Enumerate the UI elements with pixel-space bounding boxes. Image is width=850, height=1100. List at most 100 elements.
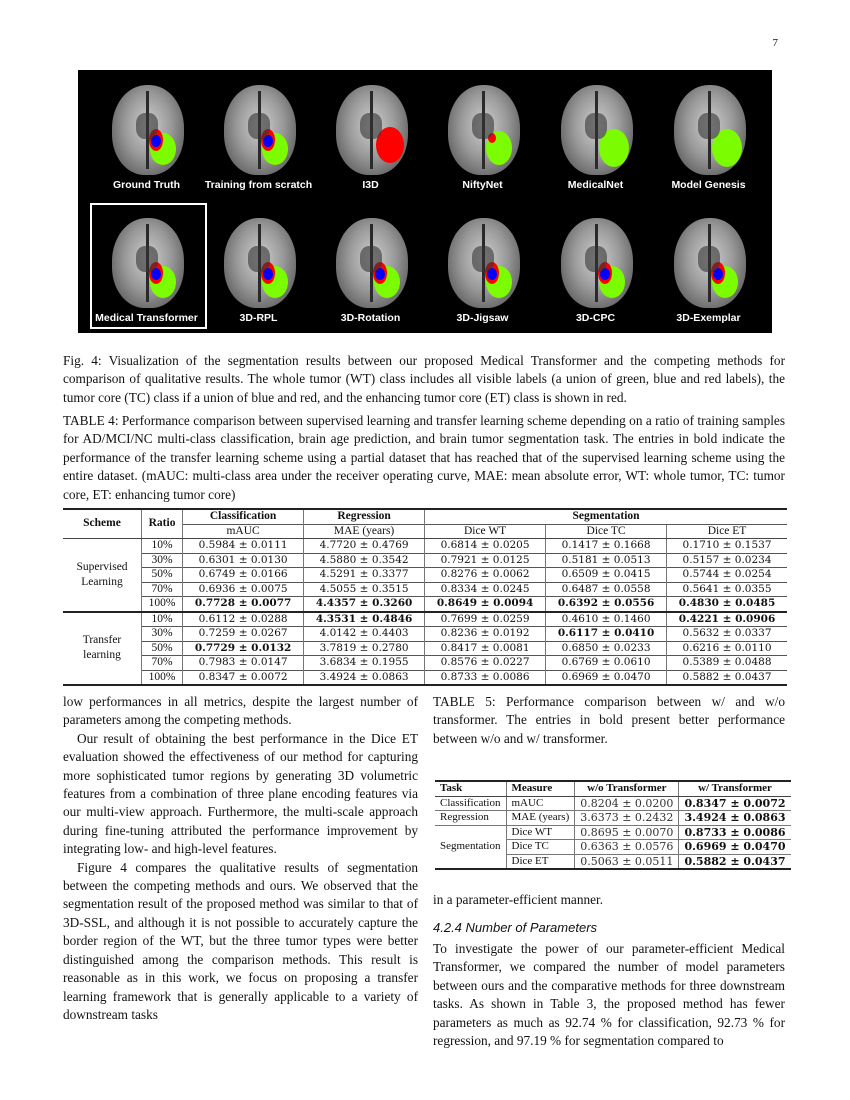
table-row: 100% 0.8347 ± 0.0072 3.4924 ± 0.0863 0.8733… [63, 669, 787, 685]
ratio-cell: 100% [140, 669, 183, 685]
brain-mri-image [561, 218, 633, 308]
figure-label: Medical Transformer [95, 312, 198, 324]
ratio-cell: 100% [140, 596, 183, 612]
value-cell: 0.8347 ± 0.0072 [678, 796, 791, 811]
col-header: Ratio [140, 508, 183, 539]
measure-cell: Dice ET [505, 853, 575, 869]
ratio-cell: 50% [140, 640, 183, 656]
value-cell: 0.1710 ± 0.1537 [666, 538, 787, 553]
col-subheader: Dice WT [424, 523, 546, 539]
value-cell: 0.6814 ± 0.0205 [424, 538, 546, 553]
left-column: low performances in all metrics, despite… [63, 693, 418, 1024]
value-cell: 0.6850 ± 0.0233 [545, 640, 667, 656]
value-cell: 0.8417 ± 0.0081 [424, 640, 546, 656]
tumor-overlay [600, 268, 610, 280]
value-cell: 0.6749 ± 0.0166 [182, 567, 304, 582]
value-cell: 0.6487 ± 0.0558 [545, 581, 667, 597]
col-subheader: Dice ET [666, 523, 787, 539]
figure-label: Ground Truth [112, 179, 181, 191]
value-cell: 0.8576 ± 0.0227 [424, 655, 546, 670]
figure-label: NiftyNet [462, 179, 503, 191]
table-row: Dice TC 0.6363 ± 0.0576 0.6969 ± 0.0470 [435, 839, 791, 854]
figure-label: Training from scratch [204, 179, 313, 191]
figure-label: 3D-CPC [575, 312, 616, 324]
tumor-overlay [263, 268, 273, 280]
value-cell: 0.6969 ± 0.0470 [545, 669, 667, 685]
value-cell: 0.6117 ± 0.0410 [545, 626, 667, 641]
table-row: Dice ET 0.5063 ± 0.0511 0.5882 ± 0.0437 [435, 853, 791, 869]
figure-label: I3D [362, 179, 379, 191]
figure-label: 3D-Exemplar [676, 312, 741, 324]
table-row: Supervised Learning 10% 0.5984 ± 0.0111 4.7… [63, 538, 787, 588]
col-subheader: mAUC [182, 523, 304, 539]
value-cell: 0.8236 ± 0.0192 [424, 626, 546, 641]
value-cell: 3.4924 ± 0.0863 [678, 810, 791, 825]
value-cell: 0.4830 ± 0.0485 [666, 596, 787, 612]
tumor-overlay [486, 131, 512, 165]
value-cell: 0.1417 ± 0.1668 [545, 538, 667, 553]
value-cell: 0.7259 ± 0.0267 [182, 626, 304, 641]
value-cell: 0.5157 ± 0.0234 [666, 552, 787, 568]
value-cell: 0.6112 ± 0.0288 [182, 610, 304, 627]
value-cell: 3.7819 ± 0.2780 [303, 640, 425, 656]
col-header: Measure [505, 780, 575, 797]
segmentation-figure: Ground Truth Training from scratch I3D Nift… [78, 70, 772, 333]
ratio-cell: 50% [140, 567, 183, 582]
ratio-cell: 70% [140, 655, 183, 670]
col-header: w/o Transformer [574, 780, 679, 797]
value-cell: 4.5880 ± 0.3542 [303, 552, 425, 568]
value-cell: 0.6363 ± 0.0576 [574, 839, 679, 854]
col-header: Segmentation [424, 508, 787, 524]
figure-label: Model Genesis [671, 179, 746, 191]
measure-cell: Dice WT [505, 824, 575, 840]
task-cell: Regression [435, 810, 506, 825]
figure-caption: Fig. 4: Visualization of the segmentatio… [63, 353, 785, 405]
value-cell: 4.5291 ± 0.3377 [303, 567, 425, 582]
value-cell: 0.4610 ± 0.1460 [545, 610, 667, 627]
table-row: 70% 0.6936 ± 0.0075 4.5055 ± 0.3515 0.8334 … [63, 581, 787, 597]
continuation-text: in a parameter-efficient manner. [433, 892, 604, 907]
value-cell: 0.7921 ± 0.0125 [424, 552, 546, 568]
value-cell: 0.5181 ± 0.0513 [545, 552, 667, 568]
measure-cell: Dice TC [505, 839, 575, 854]
figure-panel: 3D-RPL [202, 208, 315, 338]
figure-panel: I3D [314, 75, 427, 205]
brain-mri-image [224, 85, 296, 175]
tumor-overlay [263, 135, 273, 147]
value-cell: 0.8733 ± 0.0086 [678, 824, 791, 840]
col-header: Scheme [63, 508, 142, 539]
measure-cell: MAE (years) [505, 810, 575, 825]
value-cell: 3.6834 ± 0.1955 [303, 655, 425, 670]
brain-mri-image [112, 218, 184, 308]
group-name: Transfer learning [63, 610, 142, 685]
figure-panel: Model Genesis [652, 75, 765, 205]
figure-panel: 3D-CPC [539, 208, 652, 338]
value-cell: 0.8276 ± 0.0062 [424, 567, 546, 582]
table5: Task Measure w/o Transformer w/ Transformer… [435, 780, 791, 870]
value-cell: 0.7983 ± 0.0147 [182, 655, 304, 670]
value-cell: 4.4357 ± 0.3260 [303, 596, 425, 612]
table-row: 30% 0.7259 ± 0.0267 4.0142 ± 0.4403 0.8236 … [63, 626, 787, 641]
value-cell: 0.5984 ± 0.0111 [182, 538, 304, 553]
value-cell: 4.7720 ± 0.4769 [303, 538, 425, 553]
value-cell: 0.7729 ± 0.0132 [182, 640, 304, 656]
ratio-cell: 30% [140, 552, 183, 568]
value-cell: 0.6301 ± 0.0130 [182, 552, 304, 568]
highlight-box [90, 203, 207, 329]
section-heading: 4.2.4 Number of Parameters [433, 920, 598, 935]
figure-panel: Ground Truth [90, 75, 203, 205]
table4: Scheme Ratio Classification Regression S… [63, 508, 787, 686]
value-cell: 0.8347 ± 0.0072 [182, 669, 304, 685]
brain-mri-image [674, 218, 746, 308]
value-cell: 0.6969 ± 0.0470 [678, 839, 791, 854]
tumor-overlay [376, 127, 404, 163]
value-cell: 4.5055 ± 0.3515 [303, 581, 425, 597]
tumor-overlay [488, 133, 496, 143]
value-cell: 0.6392 ± 0.0556 [545, 596, 667, 612]
value-cell: 0.4221 ± 0.0906 [666, 610, 787, 627]
brain-mri-image [224, 218, 296, 308]
paragraph: To investigate the power of our paramete… [433, 941, 785, 1049]
tumor-overlay [151, 135, 161, 147]
value-cell: 3.6373 ± 0.2432 [574, 810, 679, 825]
